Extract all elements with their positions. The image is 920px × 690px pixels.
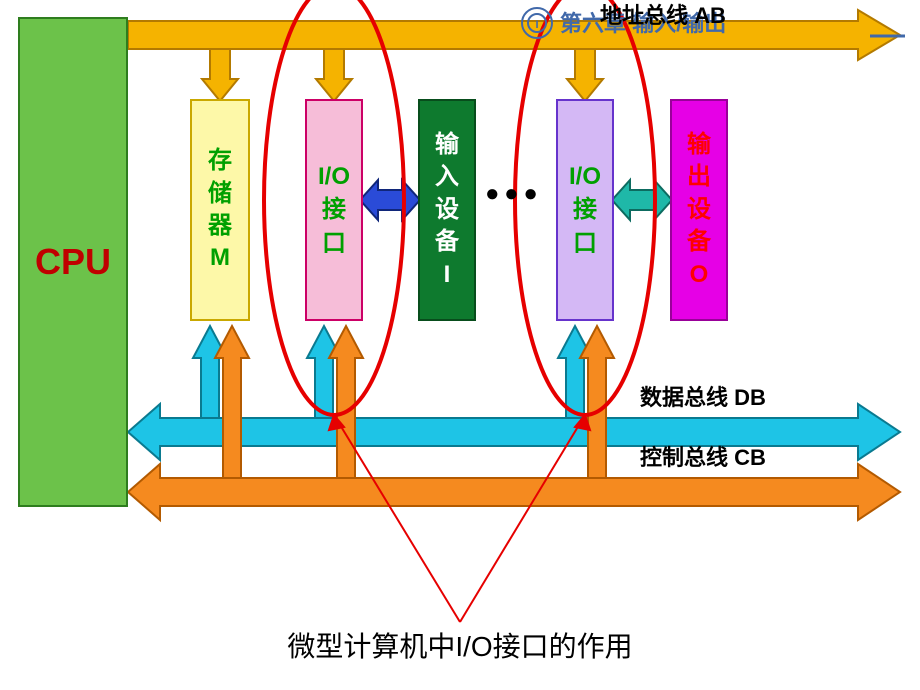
address-bus-label: 地址总线 AB — [600, 0, 726, 30]
address-bus — [128, 10, 900, 101]
io-interface-2: I/O 接 口 — [556, 99, 614, 321]
svg-text:I: I — [535, 19, 538, 31]
output-device-block: 输 出 设 备 O — [670, 99, 728, 321]
bidir-arrow-2 — [612, 180, 672, 220]
input-device-block: 输 入 设 备 I — [418, 99, 476, 321]
io-interface-1: I/O 接 口 — [305, 99, 363, 321]
data-bus-label: 数据总线 DB — [640, 380, 766, 412]
ellipsis-dots: ● ● ● — [485, 180, 537, 208]
caption: 微型计算机中I/O接口的作用 — [0, 625, 920, 665]
logo-icon: I — [520, 6, 554, 40]
diagram-container: I 第六章 输入/输出 CPU 存 储 器 M I/O 接 口 输 入 设 备 … — [0, 0, 920, 690]
bidir-arrow-1 — [360, 180, 420, 220]
memory-block: 存 储 器 M — [190, 99, 250, 321]
control-bus-label: 控制总线 CB — [640, 440, 766, 472]
cpu-block: CPU — [18, 17, 128, 507]
